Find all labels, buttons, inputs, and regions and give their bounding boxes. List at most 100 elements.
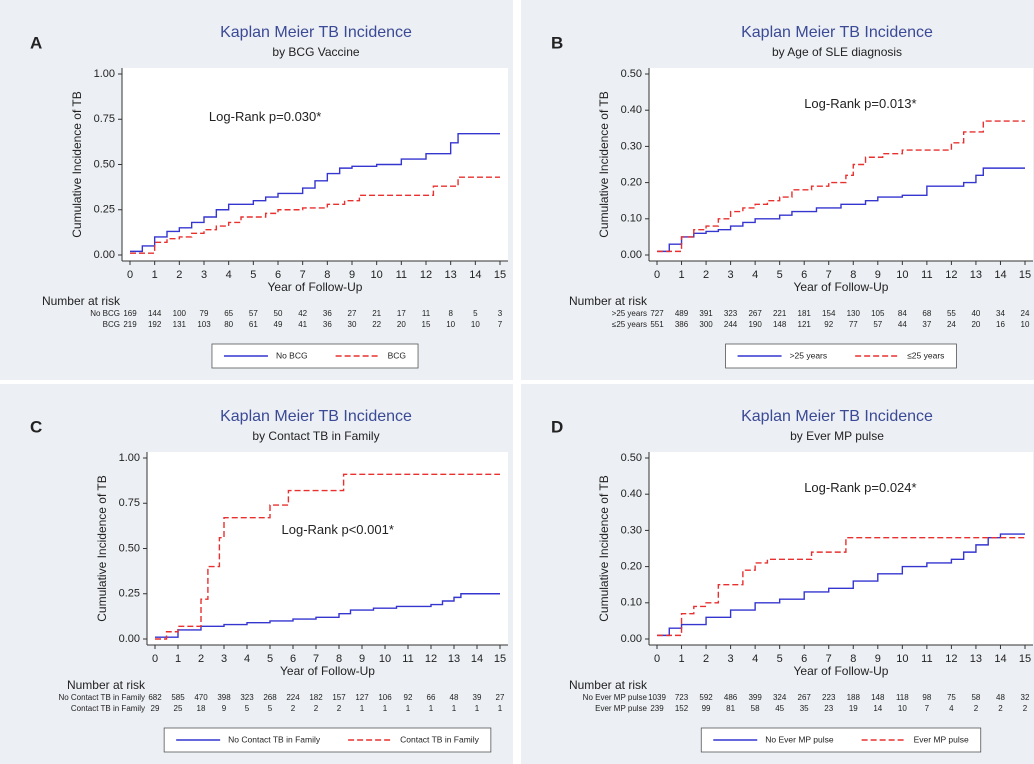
risk-value: 682 — [148, 693, 162, 702]
x-tick-label: 3 — [221, 653, 227, 665]
x-tick-label: 5 — [777, 653, 783, 665]
risk-value: 14 — [873, 704, 882, 713]
legend-label: No Ever MP pulse — [765, 734, 834, 744]
x-tick-label: 1 — [152, 269, 158, 281]
legend-label: BCG — [388, 350, 406, 360]
risk-value: 35 — [800, 704, 809, 713]
risk-value: 2 — [998, 704, 1003, 713]
risk-value: 42 — [298, 309, 307, 318]
risk-value: 268 — [263, 693, 277, 702]
risk-table-title: Number at risk — [569, 678, 648, 692]
risk-value: 1 — [406, 704, 411, 713]
risk-value: 66 — [427, 693, 436, 702]
risk-row-label: Contact TB in Family — [71, 704, 145, 713]
risk-value: 39 — [473, 693, 482, 702]
risk-value: 105 — [871, 309, 885, 318]
x-tick-label: 5 — [267, 653, 273, 665]
risk-value: 10 — [446, 320, 455, 329]
legend: >25 years ≤25 years — [725, 343, 957, 369]
legend-label: No Contact TB in Family — [228, 734, 321, 744]
risk-value: 224 — [286, 693, 300, 702]
x-tick-label: 3 — [728, 653, 734, 665]
risk-table-title: Number at risk — [67, 678, 146, 692]
risk-value: 192 — [148, 320, 162, 329]
risk-value: 19 — [849, 704, 858, 713]
x-tick-label: 15 — [494, 269, 506, 281]
risk-value: 11 — [422, 309, 431, 318]
risk-value: 25 — [174, 704, 183, 713]
y-tick-label: 0.50 — [94, 158, 115, 170]
risk-value: 20 — [971, 320, 980, 329]
risk-value: 7 — [498, 320, 503, 329]
plot-area — [649, 452, 1033, 645]
panel: A Kaplan Meier TB Incidence by BCG Vaccine… — [0, 0, 513, 380]
risk-value: 127 — [355, 693, 369, 702]
risk-value: 30 — [348, 320, 357, 329]
risk-value: 36 — [323, 320, 332, 329]
x-tick-label: 5 — [250, 269, 256, 281]
risk-value: 44 — [898, 320, 907, 329]
km-curve — [657, 533, 1025, 637]
chart-title: Kaplan Meier TB Incidence — [741, 408, 933, 425]
x-tick-label: 8 — [336, 653, 342, 665]
risk-value: 323 — [724, 309, 738, 318]
x-tick-label: 4 — [226, 269, 232, 281]
risk-value: 723 — [675, 693, 689, 702]
y-tick-label: 0.50 — [621, 452, 642, 464]
risk-value: 27 — [348, 309, 357, 318]
risk-value: 130 — [847, 309, 861, 318]
y-tick-label: 0.40 — [621, 488, 642, 500]
x-tick-label: 7 — [826, 653, 832, 665]
x-tick-label: 11 — [396, 269, 407, 281]
x-tick-label: 7 — [826, 269, 832, 281]
x-tick-label: 10 — [379, 653, 391, 665]
risk-value: 1 — [383, 704, 388, 713]
y-axis-label: Cumulative Incidence of TB — [70, 91, 84, 238]
risk-value: 219 — [123, 320, 137, 329]
chart-title: Kaplan Meier TB Incidence — [741, 24, 933, 41]
x-tick-label: 4 — [752, 269, 758, 281]
risk-value: 5 — [245, 704, 250, 713]
risk-value: 24 — [947, 320, 956, 329]
legend-label: No BCG — [276, 350, 308, 360]
chart-title: Kaplan Meier TB Incidence — [220, 408, 412, 425]
y-tick-label: 0.50 — [119, 542, 140, 554]
annotation: Log-Rank p=0.030* — [209, 109, 321, 124]
km-curve — [130, 133, 500, 253]
x-tick-label: 13 — [445, 269, 457, 281]
risk-value: 24 — [1021, 309, 1030, 318]
risk-value: 34 — [996, 309, 1005, 318]
risk-value: 22 — [372, 320, 381, 329]
risk-table-title: Number at risk — [569, 294, 648, 308]
annotation: Log-Rank p=0.024* — [804, 480, 916, 495]
risk-value: 585 — [171, 693, 185, 702]
risk-value: 223 — [822, 693, 836, 702]
panel: B Kaplan Meier TB Incidence by Age of SLE … — [521, 0, 1034, 380]
x-tick-label: 0 — [654, 653, 660, 665]
legend: No BCG BCG — [211, 343, 419, 369]
risk-value: 49 — [274, 320, 283, 329]
legend-label: ≤25 years — [907, 350, 944, 360]
x-tick-label: 7 — [313, 653, 319, 665]
risk-value: 154 — [822, 309, 836, 318]
risk-value: 16 — [996, 320, 1005, 329]
risk-value: 148 — [871, 693, 885, 702]
x-tick-label: 11 — [921, 653, 932, 665]
risk-value: 1039 — [648, 693, 666, 702]
y-tick-label: 0.00 — [94, 249, 115, 261]
x-axis-label: Year of Follow-Up — [794, 280, 889, 294]
risk-value: 399 — [748, 693, 762, 702]
risk-value: 188 — [847, 693, 861, 702]
km-curve — [155, 473, 500, 640]
risk-value: 58 — [971, 693, 980, 702]
legend-label: Ever MP pulse — [914, 734, 969, 744]
risk-value: 181 — [798, 309, 812, 318]
risk-row-label: >25 years — [612, 309, 647, 318]
x-tick-label: 9 — [359, 653, 365, 665]
y-tick-label: 0.00 — [621, 633, 642, 645]
risk-row-label: ≤25 years — [612, 320, 647, 329]
x-tick-label: 12 — [945, 653, 957, 665]
legend-label: >25 years — [790, 350, 828, 360]
risk-value: 50 — [274, 309, 283, 318]
x-tick-label: 6 — [275, 269, 281, 281]
